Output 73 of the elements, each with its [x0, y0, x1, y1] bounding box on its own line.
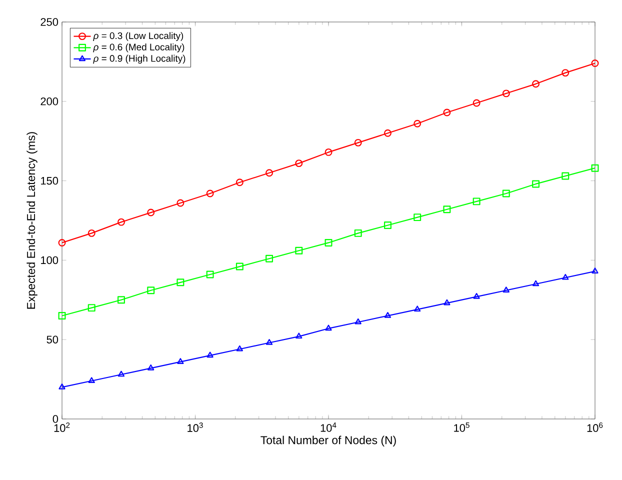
point — [88, 304, 96, 312]
point — [295, 160, 303, 168]
point — [324, 238, 332, 246]
point — [266, 169, 274, 177]
point — [502, 190, 510, 198]
point — [58, 312, 66, 320]
point — [266, 339, 273, 345]
point — [562, 172, 570, 180]
y-tick-label: 200 — [40, 98, 58, 106]
point — [414, 120, 422, 128]
legend-label: ρ = 0.3 (Low Locality) — [93, 32, 184, 41]
y-tick-label: 250 — [40, 18, 58, 26]
y-tick-label: 0 — [52, 415, 58, 423]
point — [354, 318, 362, 324]
point — [443, 108, 451, 116]
point — [443, 206, 451, 214]
point — [384, 129, 392, 137]
point — [148, 364, 154, 370]
point — [295, 246, 303, 254]
point — [532, 80, 540, 88]
x-axis-title: Total Number of Nodes (N) — [260, 436, 396, 446]
y-tick-label: 50 — [46, 336, 58, 344]
point — [473, 292, 480, 299]
point — [384, 312, 392, 318]
point — [414, 214, 422, 222]
x-tick-label: 10$^{5}$ — [454, 422, 470, 432]
point — [88, 377, 95, 384]
point — [177, 358, 184, 364]
point — [592, 268, 598, 274]
point — [472, 198, 480, 206]
point — [236, 345, 243, 352]
point — [206, 352, 214, 358]
x-tick-label: 10$^{6}$ — [587, 422, 603, 432]
point — [58, 383, 66, 390]
point — [591, 60, 599, 68]
y-axis-title: Expected End-to-End Latency (ms) — [26, 132, 38, 309]
point — [206, 270, 214, 278]
point — [414, 306, 421, 312]
point — [562, 69, 570, 77]
point — [354, 138, 362, 146]
point — [118, 370, 125, 377]
point — [147, 286, 155, 294]
point — [502, 90, 510, 98]
x-tick-label: 10$^{2}$ — [54, 422, 70, 432]
point — [176, 199, 184, 207]
x-tick-label: 10$^{4}$ — [320, 422, 336, 432]
point — [591, 164, 599, 172]
point — [176, 278, 184, 286]
point — [532, 180, 540, 188]
y-tick-label: 100 — [41, 256, 58, 264]
point — [206, 190, 214, 198]
point — [562, 274, 569, 280]
point — [444, 299, 450, 306]
point — [58, 238, 66, 246]
point — [88, 229, 96, 237]
point — [324, 148, 332, 156]
point — [236, 178, 244, 186]
point — [147, 208, 155, 216]
point — [502, 286, 510, 292]
legend-label: ρ = 0.9 (High Locality) — [93, 54, 186, 64]
point — [118, 218, 125, 226]
legend-label: ρ = 0.6 (Med Locality) — [93, 43, 184, 52]
point — [118, 296, 125, 304]
point — [266, 254, 274, 262]
y-tick-label: 150 — [41, 176, 58, 185]
point — [296, 332, 302, 339]
point — [532, 280, 540, 286]
point — [354, 229, 362, 237]
point — [472, 99, 480, 107]
x-tick-label: 10$^{3}$ — [188, 422, 203, 432]
point — [236, 262, 244, 270]
point — [384, 222, 392, 229]
point — [325, 324, 332, 331]
